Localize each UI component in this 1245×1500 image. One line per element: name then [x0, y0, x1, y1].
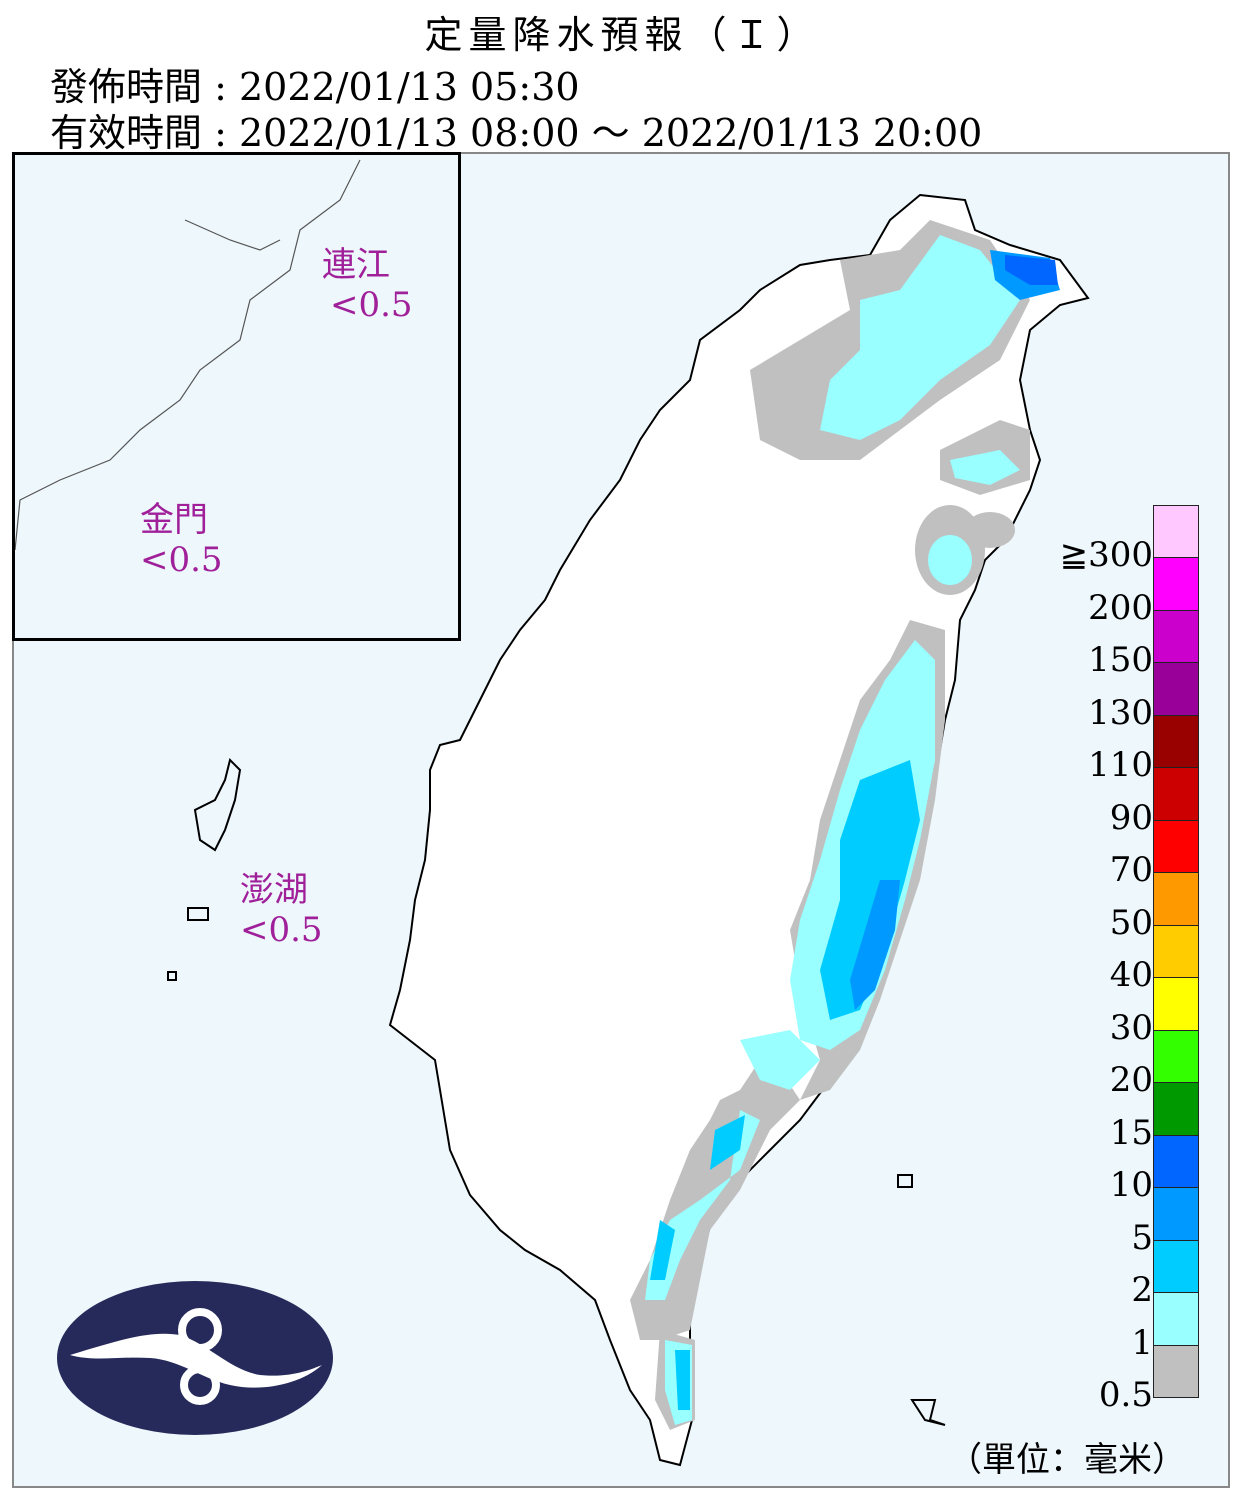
legend-tick-label: 110	[1088, 745, 1153, 786]
legend-tick-label: 200	[1088, 587, 1153, 628]
river	[184, 219, 281, 251]
legend-color-swatch	[1153, 714, 1199, 769]
legend-tick-label: 20	[1109, 1060, 1153, 1101]
legend-tick-label: 40	[1109, 955, 1153, 996]
legend-color-swatch	[1153, 819, 1199, 874]
legend-tick-label: 10	[1109, 1165, 1153, 1206]
legend-color-swatch	[1153, 977, 1199, 1031]
legend-color-swatch	[1153, 557, 1199, 611]
map-title: 定量降水預報（Ｉ）	[424, 13, 821, 57]
rain-dark-blue	[1005, 255, 1058, 285]
legend-color-swatch	[1153, 1344, 1199, 1398]
legend-color-swatch	[1153, 1292, 1199, 1346]
legend-unit: （單位：毫米）	[948, 1440, 1186, 1480]
island-name: 金門	[140, 500, 208, 540]
island-label-penghu: 澎湖 <0.5	[240, 870, 323, 950]
legend-color-swatch	[1153, 767, 1199, 821]
legend-tick-label: 1	[1131, 1322, 1153, 1363]
offshore-inset	[12, 152, 461, 641]
island-label-lienchiang: 連江 <0.5	[322, 245, 413, 325]
legend-tick-label: 70	[1109, 850, 1153, 891]
legend-tick-label: 15	[1109, 1112, 1153, 1153]
rain-cyan	[650, 760, 920, 1410]
cwb-logo	[57, 1281, 333, 1435]
island-value: <0.5	[240, 910, 323, 950]
legend-color-swatch	[1153, 609, 1199, 664]
island-value: <0.5	[140, 540, 223, 580]
legend-tick-label: 5	[1131, 1217, 1153, 1258]
valid-time: 有效時間 : 2022/01/13 08:00 ～ 2022/01/13 20:…	[50, 111, 983, 155]
legend-color-swatch	[1153, 1239, 1199, 1294]
legend-tick-label: 2	[1131, 1270, 1153, 1311]
mainland-coastline	[14, 159, 361, 551]
island-label-kinmen: 金門 <0.5	[140, 500, 223, 580]
legend-color-swatch	[1153, 872, 1199, 926]
island-name: 澎湖	[240, 870, 308, 910]
issue-time: 發佈時間 : 2022/01/13 05:30	[50, 65, 580, 109]
legend-color-swatch	[1153, 1187, 1199, 1241]
legend-color-swatch	[1153, 1134, 1199, 1189]
legend-tick-label: 50	[1109, 902, 1153, 943]
legend-color-swatch	[1153, 505, 1199, 559]
legend-color-swatch	[1153, 924, 1199, 979]
penghu-islands	[167, 758, 946, 1426]
legend-tick-label: 150	[1088, 640, 1153, 681]
legend-tick-label: 0.5	[1098, 1375, 1153, 1415]
legend-tick-label: ≧300	[1059, 535, 1153, 576]
legend-tick-label: 130	[1088, 692, 1153, 733]
legend-color-swatch	[1153, 662, 1199, 716]
legend-color-swatch	[1153, 1029, 1199, 1084]
legend-tick-label: 30	[1109, 1007, 1153, 1048]
taiwan-outline	[388, 193, 1090, 1467]
island-name: 連江	[322, 245, 390, 285]
legend-color-swatch	[1153, 1082, 1199, 1136]
legend-tick-label: 90	[1109, 797, 1153, 838]
island-value: <0.5	[330, 285, 413, 325]
